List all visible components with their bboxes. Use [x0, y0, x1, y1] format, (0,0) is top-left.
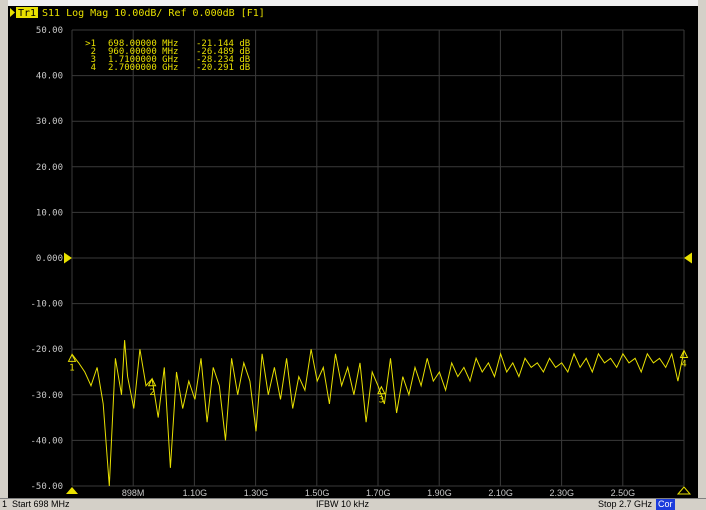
marker-3-icon[interactable]	[377, 385, 386, 395]
marker-4-icon[interactable]	[679, 349, 689, 359]
trace-header-text: S11 Log Mag 10.00dB/ Ref 0.000dB [F1]	[42, 8, 265, 19]
y-tick-label: 30.00	[36, 117, 63, 127]
start-frequency[interactable]: Start 698 MHz	[12, 499, 70, 509]
marker-4-label: 4	[681, 360, 686, 370]
y-tick-labels: 50.00 40.00 30.00 20.00 10.00 0.000 -10.00 -20.…	[30, 26, 63, 492]
marker-layer: 1 2 3 4	[67, 349, 689, 406]
x-tick-label: 2.30G	[549, 488, 574, 498]
x-tick-label: 2.50G	[611, 488, 636, 498]
marker-row-value: -21.144 dB	[196, 39, 250, 49]
active-trace-arrow-icon	[10, 8, 15, 17]
ifbw-value[interactable]: IFBW 10 kHz	[316, 499, 370, 509]
marker-table: >1 698.00000 MHz -21.144 dB 2 960.00000 MHz -…	[85, 39, 250, 73]
marker-row-id: 4	[91, 63, 96, 73]
y-tick-label: -20.00	[30, 345, 63, 355]
x-tick-label: 898M	[122, 488, 145, 498]
marker-row-freq: 1.7100000 GHz	[108, 55, 178, 65]
stop-indicator-icon	[676, 486, 692, 495]
marker-row-freq: 2.7000000 GHz	[108, 63, 178, 73]
y-tick-label: -50.00	[30, 482, 63, 492]
marker-1-label: 1	[69, 363, 74, 373]
x-tick-label: 2.10G	[488, 488, 513, 498]
marker-3-label: 3	[379, 396, 384, 406]
trace-line	[71, 340, 685, 487]
trace-plot: Tr1 S11 Log Mag 10.00dB/ Ref 0.000dB [F1…	[0, 0, 706, 498]
x-tick-label: 1.70G	[366, 488, 391, 498]
y-tick-label: -10.00	[30, 300, 63, 310]
marker-row-freq: 698.00000 MHz	[108, 39, 178, 49]
x-tick-label: 1.10G	[183, 488, 208, 498]
x-tick-labels: 898M 1.10G 1.30G 1.50G 1.70G 1.90G 2.10G 2.30G 2…	[122, 488, 635, 498]
marker-row-value: -28.234 dB	[196, 55, 250, 65]
marker-2-label: 2	[149, 388, 154, 398]
marker-row-freq: 960.00000 MHz	[108, 47, 178, 57]
x-tick-label: 1.90G	[427, 488, 452, 498]
y-tick-label: 50.00	[36, 26, 63, 36]
x-tick-label: 1.30G	[244, 488, 269, 498]
trace-label: Tr1	[18, 8, 36, 19]
start-indicator-icon	[66, 487, 78, 494]
marker-2-icon[interactable]	[147, 377, 157, 387]
y-tick-label: 10.00	[36, 208, 63, 218]
marker-row-id: 2	[91, 47, 96, 57]
stop-frequency[interactable]: Stop 2.7 GHz	[598, 499, 653, 509]
y-tick-label: 40.00	[36, 72, 63, 82]
marker-row-value: -20.291 dB	[196, 63, 250, 73]
trace-line-layer	[71, 340, 685, 487]
y-tick-label: 20.00	[36, 163, 63, 173]
ref-level-left-icon[interactable]	[64, 252, 72, 264]
display-background	[8, 6, 698, 498]
trace-header-bar	[8, 6, 698, 19]
y-tick-label: 0.000	[36, 254, 63, 264]
x-tick-label: 1.50G	[305, 488, 330, 498]
left-frame	[0, 0, 8, 498]
right-frame	[698, 0, 706, 498]
marker-row-id: 3	[91, 55, 96, 65]
marker-row-value: -26.489 dB	[196, 47, 250, 57]
ref-level-right-icon[interactable]	[684, 252, 692, 264]
trace-label-box[interactable]	[16, 7, 38, 18]
y-tick-label: -40.00	[30, 436, 63, 446]
status-bar: 1 Start 698 MHz IFBW 10 kHz Stop 2.7 GHz…	[0, 498, 706, 510]
marker-row-id: >1	[85, 39, 96, 49]
y-tick-label: -30.00	[30, 391, 63, 401]
correction-badge[interactable]: Cor	[656, 499, 675, 510]
channel-number[interactable]: 1	[2, 499, 8, 509]
marker-1-icon[interactable]	[67, 353, 77, 362]
